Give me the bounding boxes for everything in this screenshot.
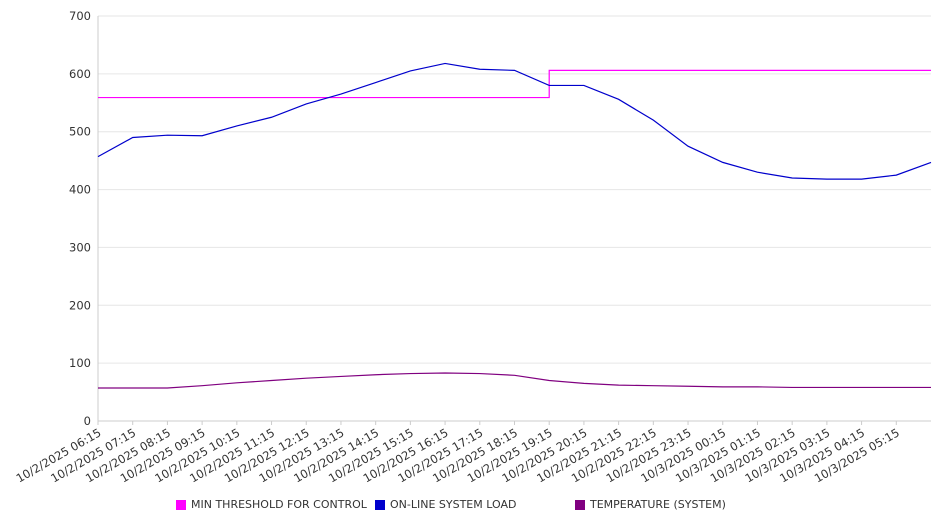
y-tick-label: 500 [69, 125, 91, 139]
legend-item-system-load[interactable]: ON-LINE SYSTEM LOAD [375, 498, 516, 511]
legend-label-min-threshold: MIN THRESHOLD FOR CONTROL [191, 498, 367, 511]
legend-item-temperature[interactable]: TEMPERATURE (SYSTEM) [575, 498, 726, 511]
y-tick-label: 300 [69, 240, 91, 254]
series-line-2 [98, 372, 931, 389]
legend-label-temperature: TEMPERATURE (SYSTEM) [590, 498, 726, 511]
legend-item-min-threshold[interactable]: MIN THRESHOLD FOR CONTROL [176, 498, 367, 511]
line-chart: 0 100 200 300 400 500 600 700 10/2/2025 06:1510… [14, 9, 932, 485]
legend: MIN THRESHOLD FOR CONTROL ON-LINE SYSTEM… [0, 498, 946, 516]
legend-swatch-min-threshold [176, 499, 186, 510]
axes [97, 16, 931, 422]
y-tick-label: 400 [69, 183, 91, 197]
y-tick-label: 200 [69, 298, 91, 312]
series-line-0 [98, 69, 931, 99]
y-tick-label: 100 [69, 356, 91, 370]
legend-label-system-load: ON-LINE SYSTEM LOAD [390, 498, 517, 511]
series-lines [97, 62, 932, 389]
legend-swatch-temperature [575, 499, 585, 510]
legend-swatch-system-load [375, 499, 385, 510]
y-tick-label: 700 [69, 9, 91, 23]
y-axis-ticks: 0 100 200 300 400 500 600 700 [69, 9, 91, 428]
series-line-1 [97, 62, 932, 180]
y-tick-label: 0 [84, 414, 91, 428]
y-tick-label: 600 [69, 67, 91, 81]
grid-lines [98, 15, 931, 364]
